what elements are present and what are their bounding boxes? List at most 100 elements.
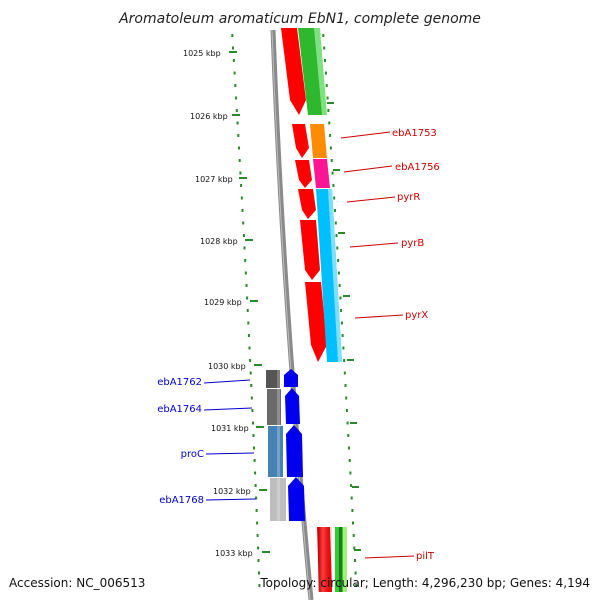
- forward-color-genes: [298, 28, 347, 592]
- gene-arrow[interactable]: [300, 220, 320, 280]
- kbp-label-1033: 1033 kbp: [215, 549, 253, 558]
- kbp-label-1025: 1025 kbp: [183, 49, 221, 58]
- kbp-label-1026: 1026 kbp: [190, 112, 228, 121]
- accession-text: Accession: NC_006513: [9, 576, 145, 590]
- scale-dot: [338, 284, 341, 287]
- scale-dot: [354, 571, 357, 575]
- scale-dot: [326, 96, 329, 100]
- blue-gene-arrow[interactable]: [284, 369, 298, 387]
- scale-dot: [244, 271, 247, 275]
- scale-dot: [239, 171, 242, 175]
- gene-label-pilT[interactable]: pilT: [416, 551, 435, 562]
- scale-dot: [329, 134, 332, 137]
- scale-dot: [258, 584, 261, 587]
- scale-dot: [344, 384, 347, 387]
- scale-dot: [244, 259, 247, 262]
- scale-dot: [337, 271, 340, 275]
- scale-dot: [324, 59, 326, 62]
- gene-arrow[interactable]: [298, 189, 316, 219]
- scale-dot: [348, 459, 351, 462]
- scale-dot: [340, 321, 343, 325]
- scale-dot: [345, 409, 348, 412]
- gene-arrow[interactable]: [305, 282, 327, 362]
- scale-dot: [349, 471, 352, 475]
- scale-dot: [352, 521, 354, 525]
- gene-label-proC[interactable]: proC: [181, 449, 204, 460]
- scale-dot: [332, 184, 335, 187]
- scale-dot: [351, 509, 354, 512]
- scale-dot: [257, 559, 260, 562]
- scale-dot: [342, 346, 345, 350]
- scale-dot: [233, 71, 236, 75]
- scale-dot: [241, 209, 244, 212]
- scale-dot: [232, 46, 234, 50]
- scale-dot: [327, 109, 330, 112]
- scale-dot: [254, 484, 257, 487]
- kbp-label-1027: 1027 kbp: [195, 175, 233, 184]
- topology-text: Topology: circular; Length: 4,296,230 bp…: [259, 576, 590, 590]
- gene-label-ebA1762[interactable]: ebA1762: [157, 377, 202, 388]
- scale-dot: [231, 34, 234, 37]
- gene-arrow[interactable]: [281, 28, 306, 115]
- scale-dot: [336, 246, 339, 250]
- scale-dot: [355, 584, 358, 587]
- gene-arrow[interactable]: [292, 124, 309, 158]
- scale-dot: [255, 496, 258, 500]
- scale-dot: [256, 521, 259, 525]
- kbp-label-1030: 1030 kbp: [208, 362, 246, 371]
- blue-gene-arrow[interactable]: [286, 425, 303, 477]
- scale-dot: [247, 321, 250, 325]
- scale-dot: [335, 234, 338, 237]
- gene-label-pyrR[interactable]: pyrR: [397, 192, 420, 203]
- kbp-label-1028: 1028 kbp: [200, 237, 238, 246]
- gene-bar-proC[interactable]: [268, 426, 283, 477]
- scale-dot: [330, 159, 333, 162]
- reverse-leaders: [203, 379, 257, 501]
- gene-bar-ebA1764[interactable]: [267, 389, 281, 425]
- scale-dot: [253, 459, 256, 462]
- gene-bar-ebA1768[interactable]: [270, 478, 286, 521]
- scale-dot: [343, 371, 346, 375]
- gene-label-ebA1756[interactable]: ebA1756: [395, 162, 440, 173]
- scale-dot: [252, 421, 254, 425]
- gene-bar-ebA1756[interactable]: [313, 159, 330, 188]
- scale-dot: [240, 184, 243, 187]
- scale-dot: [345, 396, 348, 400]
- scale-dot: [245, 284, 248, 287]
- kbp-label-1029: 1029 kbp: [204, 298, 242, 307]
- scale-dot: [324, 71, 327, 75]
- scale-dot: [352, 534, 355, 537]
- blue-gene-arrow[interactable]: [288, 477, 305, 521]
- scale-dot: [235, 109, 238, 112]
- scale-dot: [249, 371, 252, 375]
- scale-dot: [353, 546, 356, 550]
- scale-dot: [329, 146, 332, 150]
- scale-dot: [346, 421, 349, 425]
- gene-bar-ebA1753[interactable]: [310, 124, 327, 158]
- scale-dot: [350, 496, 353, 500]
- gene-label-ebA1753[interactable]: ebA1753: [392, 128, 437, 139]
- forward-red-genes: [281, 28, 332, 592]
- kbp-label-1031: 1031 kbp: [211, 424, 249, 433]
- scale-dot: [237, 134, 240, 137]
- scale-dot: [340, 309, 343, 312]
- scale-dot: [343, 359, 346, 362]
- gene-bar-ebA1762[interactable]: [266, 370, 280, 388]
- gene-label-ebA1764[interactable]: ebA1764: [157, 404, 202, 415]
- scale-dot: [240, 196, 243, 200]
- gene-label-pyrB[interactable]: pyrB: [401, 238, 424, 249]
- gene-label-pyrX[interactable]: pyrX: [405, 310, 428, 321]
- blue-gene-arrow[interactable]: [285, 388, 300, 424]
- scale-dot: [256, 534, 259, 537]
- scale-dot: [252, 434, 255, 437]
- scale-dot: [234, 84, 237, 87]
- scale-dot: [238, 159, 241, 162]
- map-title: Aromatoleum aromaticum EbN1, complete ge…: [118, 11, 481, 27]
- scale-dot: [235, 96, 238, 100]
- gene-arrow[interactable]: [295, 160, 312, 188]
- gene-label-ebA1768[interactable]: ebA1768: [159, 495, 204, 506]
- scale-dot: [258, 571, 260, 575]
- scale-dot: [236, 121, 239, 125]
- forward-leaders: [340, 131, 415, 559]
